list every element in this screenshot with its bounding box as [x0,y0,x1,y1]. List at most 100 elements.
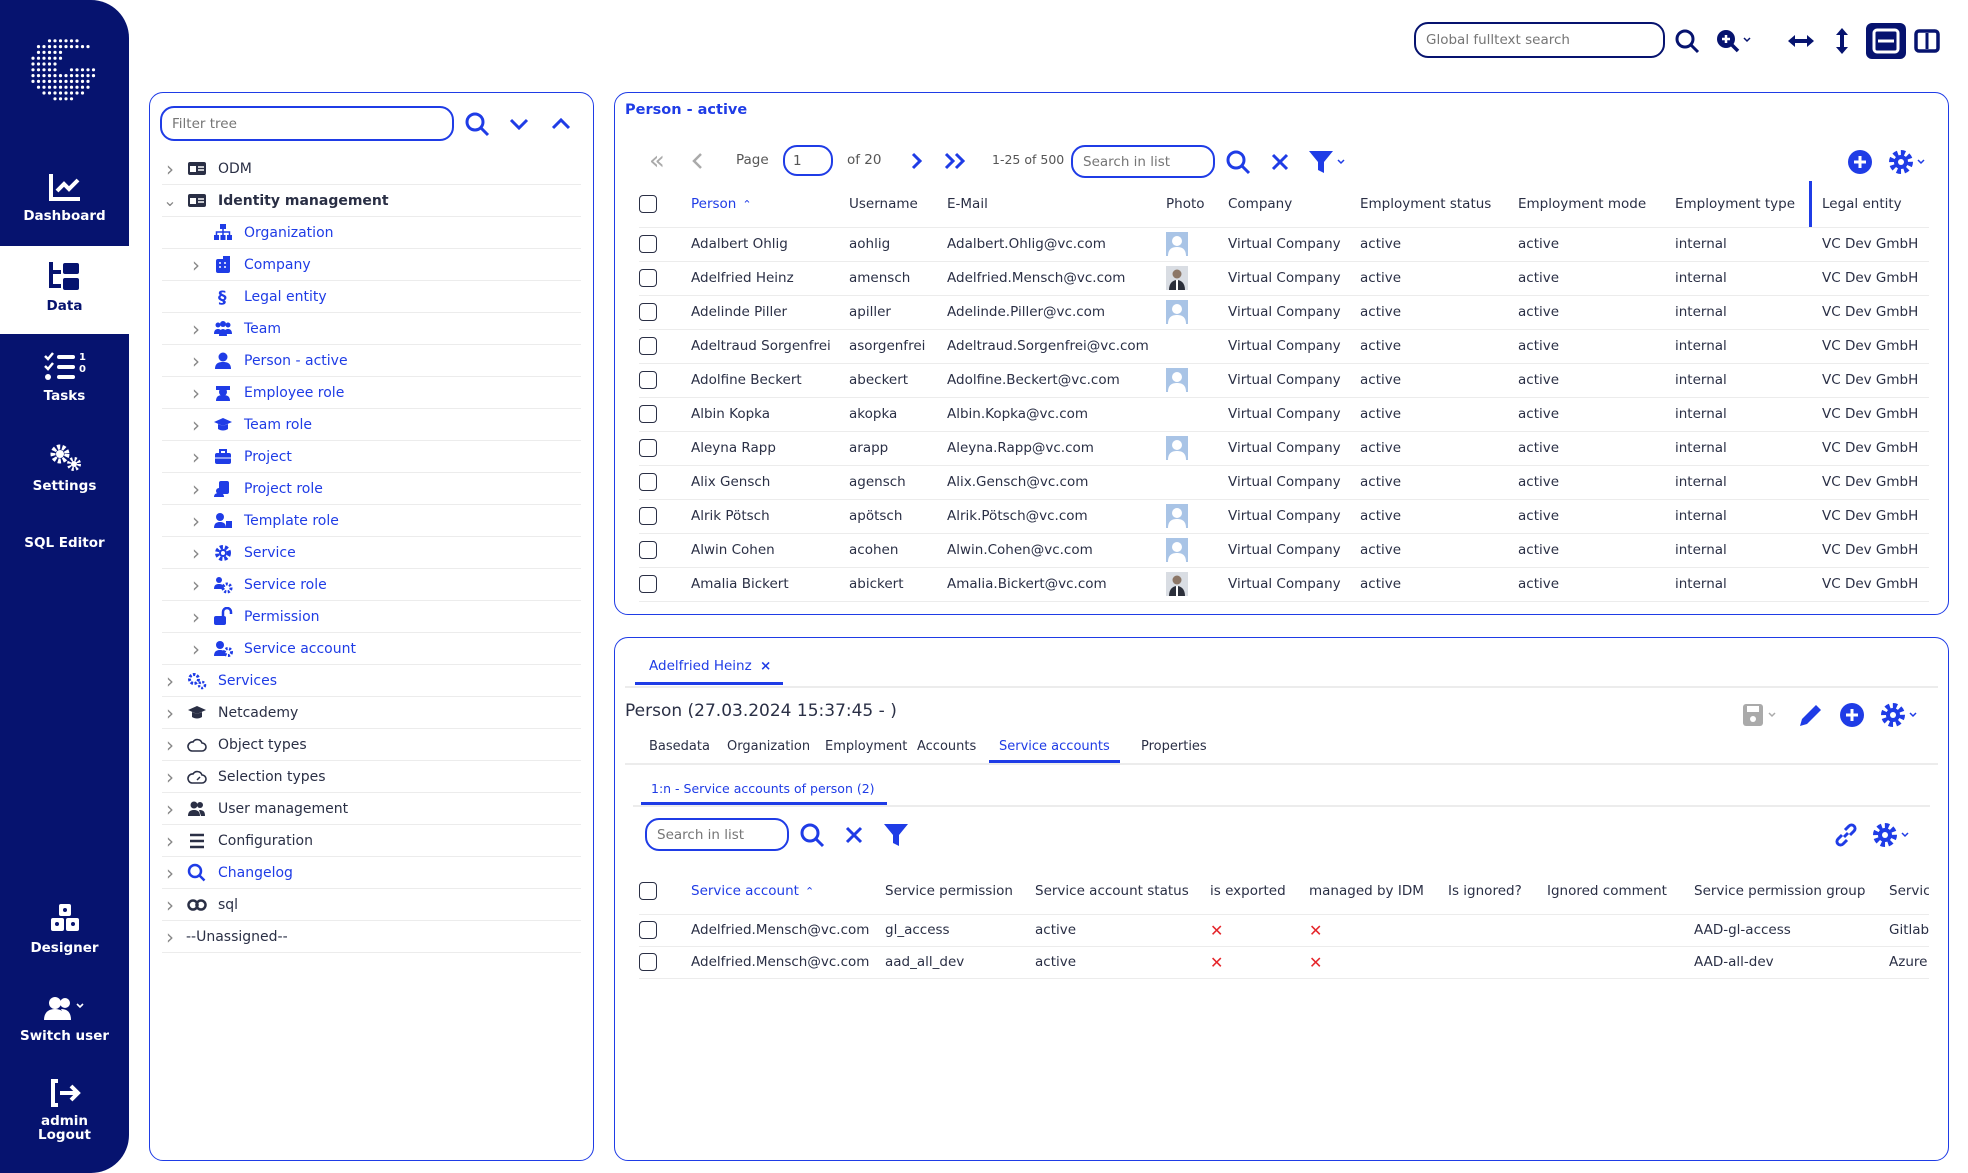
prev-page-button[interactable] [685,147,709,175]
row-checkbox[interactable] [639,507,657,525]
tree-item[interactable]: Organization [162,217,581,249]
tree-item[interactable]: › Team role [162,409,581,441]
select-all-checkbox[interactable] [639,881,657,900]
row-checkbox[interactable] [639,473,657,491]
tree-item[interactable]: › Project role [162,473,581,505]
table-row[interactable]: Adalbert Ohlig aohlig Adalbert.Ohlig@vc.co… [639,227,1929,262]
column-header[interactable]: Employment mode [1518,195,1647,212]
next-page-button[interactable] [905,147,929,175]
detail-search-input[interactable] [645,818,789,851]
column-header[interactable]: Servic [1889,882,1929,899]
tree-item[interactable]: ⌄ Identity management [162,185,581,217]
table-row[interactable]: Adeltraud Sorgenfrei asorgenfrei Adeltraud… [639,329,1929,364]
tree-item[interactable]: › Template role [162,505,581,537]
detail-clear-search-button[interactable] [841,822,867,848]
filter-dropdown[interactable] [1307,147,1351,177]
column-header[interactable]: Employment status [1360,195,1492,212]
nav-designer[interactable]: Designer [0,902,129,962]
chevron-right-icon[interactable]: › [192,252,200,277]
chevron-right-icon[interactable]: › [192,508,200,533]
tree-item[interactable]: › --Unassigned-- [162,921,581,953]
row-checkbox[interactable] [639,439,657,457]
zoom-dropdown[interactable] [1714,26,1754,56]
detail-tab[interactable]: Employment [825,739,908,754]
tree-item[interactable]: › Selection types [162,761,581,793]
column-header[interactable]: Employment type [1675,195,1796,212]
nav-settings[interactable]: Settings [0,442,129,502]
detail-tab[interactable]: Service accounts [989,739,1120,763]
filter-tree-search-button[interactable] [462,109,492,139]
chevron-right-icon[interactable]: › [192,636,200,661]
table-row[interactable]: Albin Kopka akopka Albin.Kopka@vc.com Virtu… [639,397,1929,432]
row-checkbox[interactable] [639,575,657,593]
column-header[interactable]: Photo [1166,195,1205,212]
tree-item[interactable]: › Person - active [162,345,581,377]
chevron-right-icon[interactable]: › [166,892,174,917]
expand-all-button[interactable] [504,109,534,139]
table-row[interactable]: Adelfried.Mensch@vc.com gl_access active ✕ ✕… [639,914,1929,947]
row-checkbox[interactable] [639,405,657,423]
column-header[interactable]: is exported [1210,882,1286,899]
row-checkbox[interactable] [639,269,657,287]
row-checkbox[interactable] [639,953,657,971]
link-button[interactable] [1831,820,1861,850]
layout-rows-button[interactable] [1866,23,1906,59]
chevron-right-icon[interactable]: › [166,156,174,181]
column-header[interactable]: Username [849,195,918,212]
detail-tab[interactable]: Properties [1141,739,1207,754]
column-header[interactable]: Legal entity [1822,195,1902,212]
add-button[interactable] [1837,700,1867,730]
layout-columns-button[interactable] [1912,26,1942,56]
tree-item[interactable]: › Permission [162,601,581,633]
detail-tab[interactable]: Organization [727,739,811,754]
tree-item[interactable]: › Service account [162,633,581,665]
column-header[interactable]: Person ⌃ [691,195,752,212]
row-checkbox[interactable] [639,371,657,389]
chevron-right-icon[interactable]: › [166,860,174,885]
table-row[interactable]: Adolfine Beckert abeckert Adolfine.Beckert… [639,363,1929,398]
chevron-right-icon[interactable]: › [166,828,174,853]
chevron-right-icon[interactable]: › [192,316,200,341]
tree-item[interactable]: § Legal entity [162,281,581,313]
tree-item[interactable]: › Service role [162,569,581,601]
nav-dashboard[interactable]: Dashboard [0,172,129,232]
list-search-input[interactable] [1071,145,1215,178]
chevron-right-icon[interactable]: › [192,348,200,373]
select-all-checkbox[interactable] [639,194,657,213]
close-tab-icon[interactable]: × [760,658,772,674]
row-checkbox[interactable] [639,541,657,559]
list-search-button[interactable] [1223,147,1253,177]
tree-item[interactable]: › Services [162,665,581,697]
column-resize-indicator[interactable] [1809,181,1812,227]
table-row[interactable]: Adelinde Piller apiller Adelinde.Piller@vc… [639,295,1929,330]
column-header[interactable]: Service account status [1035,882,1189,899]
column-header[interactable]: Service account ⌃ [691,882,815,899]
column-header[interactable]: Service permission [885,882,1013,899]
detail-tab[interactable]: Basedata [649,739,710,754]
table-row[interactable]: Adelfried Heinz amensch Adelfried.Mensch@v… [639,261,1929,296]
column-header[interactable]: Is ignored? [1448,882,1522,899]
chevron-right-icon[interactable]: › [166,764,174,789]
filter-tree-input[interactable] [160,106,454,141]
tree-item[interactable]: › Project [162,441,581,473]
global-search-button[interactable] [1672,26,1702,56]
chevron-right-icon[interactable]: › [166,700,174,725]
chevron-right-icon[interactable]: › [192,444,200,469]
tree-item[interactable]: › Configuration [162,825,581,857]
tree-item[interactable]: › Object types [162,729,581,761]
table-row[interactable]: Amalia Bickert abickert Amalia.Bickert@vc.… [639,567,1929,602]
tree-item[interactable]: › Employee role [162,377,581,409]
record-tab[interactable]: Adelfried Heinz × [635,658,784,685]
column-header[interactable]: Service permission group [1694,882,1866,899]
chevron-right-icon[interactable]: › [166,924,174,949]
tree-item[interactable]: › sql [162,889,581,921]
chevron-right-icon[interactable]: › [192,572,200,597]
chevron-down-icon[interactable]: ⌄ [163,190,177,210]
table-row[interactable]: Adelfried.Mensch@vc.com aad_all_dev active… [639,946,1929,979]
add-record-button[interactable] [1845,147,1875,177]
chevron-right-icon[interactable]: › [192,540,200,565]
column-header[interactable]: E-Mail [947,195,988,212]
row-checkbox[interactable] [639,337,657,355]
detail-settings-dropdown[interactable] [1879,700,1923,730]
row-checkbox[interactable] [639,303,657,321]
